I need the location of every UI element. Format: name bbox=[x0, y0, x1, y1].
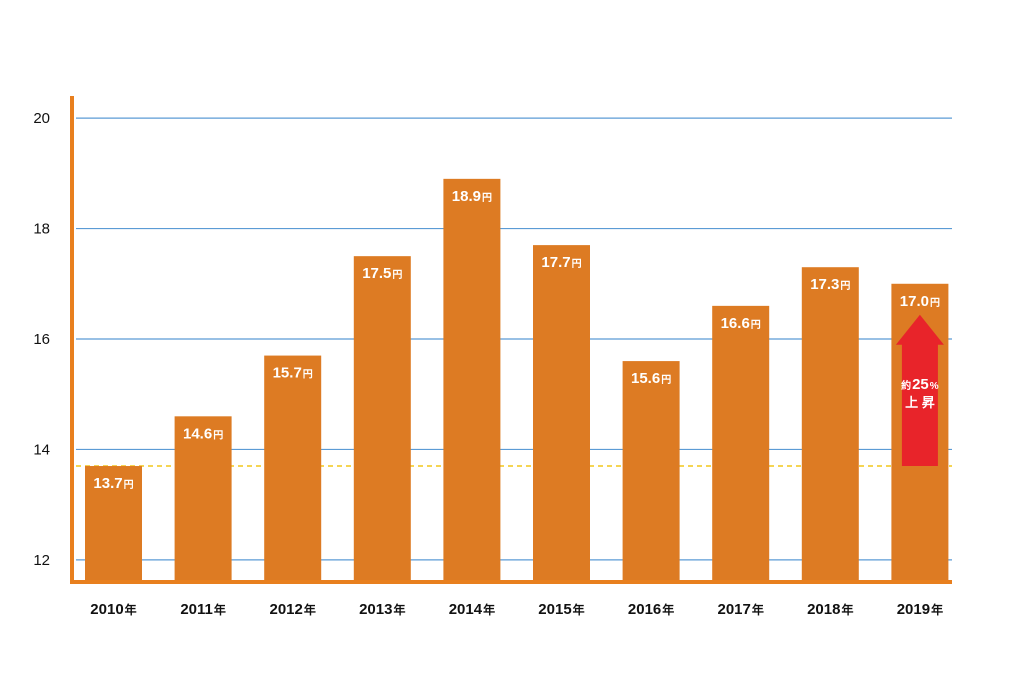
data-label-2019: 17.0円 bbox=[900, 293, 940, 310]
data-label-value: 16.6 bbox=[721, 315, 750, 332]
category-year: 2013 bbox=[359, 601, 392, 618]
category-suffix: 年 bbox=[752, 602, 764, 617]
y-tick-label: 18 bbox=[33, 221, 50, 238]
increase-label: 上 昇 bbox=[905, 395, 935, 410]
bar-2018 bbox=[801, 267, 859, 582]
increase-annotation: 約25% 上 昇 bbox=[895, 314, 944, 467]
category-year: 2016 bbox=[628, 601, 661, 618]
category-labels: 2010年 2011年 2012年 2013年 2014年 2015年 2016年 2017年… bbox=[90, 601, 943, 618]
bar-2016 bbox=[622, 361, 680, 582]
up-arrow-icon bbox=[895, 314, 944, 467]
category-year: 2010 bbox=[90, 601, 123, 618]
data-label-unit: 円 bbox=[303, 369, 313, 381]
category-year: 2012 bbox=[270, 601, 303, 618]
data-label-value: 14.6 bbox=[183, 425, 212, 442]
y-tick-label: 12 bbox=[33, 552, 50, 569]
y-tick-label: 20 bbox=[33, 110, 50, 127]
data-label-unit: 円 bbox=[572, 258, 582, 270]
data-label-2018: 17.3円 bbox=[810, 276, 850, 293]
category-year: 2014 bbox=[449, 601, 483, 618]
y-axis-ticks: 12 14 16 18 20 bbox=[33, 110, 50, 569]
category-label-2015: 2015年 bbox=[538, 601, 584, 618]
increase-number: 25 bbox=[912, 376, 929, 393]
data-label-value: 17.3 bbox=[810, 276, 839, 293]
data-label-unit: 円 bbox=[751, 319, 761, 331]
category-suffix: 年 bbox=[841, 602, 853, 617]
bars bbox=[85, 178, 949, 582]
data-label-value: 17.0 bbox=[900, 293, 929, 310]
y-tick-label: 14 bbox=[33, 441, 50, 458]
category-label-2014: 2014年 bbox=[449, 601, 495, 618]
data-label-unit: 円 bbox=[392, 269, 402, 281]
data-label-2012: 15.7円 bbox=[273, 365, 313, 382]
increase-percent: 約25% bbox=[901, 376, 939, 393]
increase-suffix: % bbox=[930, 381, 939, 392]
bar-2017 bbox=[712, 305, 770, 582]
category-label-2013: 2013年 bbox=[359, 601, 405, 618]
data-label-unit: 円 bbox=[124, 479, 134, 491]
bar-2012 bbox=[264, 355, 322, 582]
category-label-2019: 2019年 bbox=[897, 601, 943, 618]
increase-prefix: 約 bbox=[901, 379, 911, 392]
category-suffix: 年 bbox=[304, 602, 316, 617]
category-label-2017: 2017年 bbox=[718, 601, 764, 618]
data-label-value: 17.7 bbox=[541, 254, 570, 271]
data-label-value: 15.7 bbox=[273, 365, 302, 382]
category-year: 2015 bbox=[538, 601, 571, 618]
category-year: 2017 bbox=[718, 601, 751, 618]
category-suffix: 年 bbox=[662, 602, 674, 617]
category-label-2016: 2016年 bbox=[628, 601, 674, 618]
bar-2013 bbox=[353, 256, 411, 582]
bar-2011 bbox=[174, 416, 232, 582]
category-suffix: 年 bbox=[214, 602, 226, 617]
data-label-2016: 15.6円 bbox=[631, 370, 671, 387]
data-label-2014: 18.9円 bbox=[452, 188, 492, 205]
data-label-value: 15.6 bbox=[631, 370, 660, 387]
bar-2010 bbox=[85, 466, 142, 582]
category-suffix: 年 bbox=[573, 602, 585, 617]
data-labels: 13.7円14.6円15.7円17.5円18.9円17.7円15.6円16.6円… bbox=[93, 188, 940, 492]
bar-2014 bbox=[443, 178, 501, 582]
data-label-value: 17.5 bbox=[362, 265, 391, 282]
data-label-value: 13.7 bbox=[93, 475, 122, 492]
axes bbox=[70, 96, 952, 584]
data-label-value: 18.9 bbox=[452, 188, 481, 205]
category-year: 2019 bbox=[897, 601, 930, 618]
data-label-2017: 16.6円 bbox=[721, 315, 761, 332]
category-label-2012: 2012年 bbox=[270, 601, 316, 618]
bar-2015 bbox=[533, 245, 590, 582]
data-label-unit: 円 bbox=[840, 280, 850, 292]
data-label-2010: 13.7円 bbox=[93, 475, 133, 492]
data-label-2013: 17.5円 bbox=[362, 265, 402, 282]
category-label-2018: 2018年 bbox=[807, 601, 853, 618]
data-label-2015: 17.7円 bbox=[541, 254, 581, 271]
data-label-2011: 14.6円 bbox=[183, 425, 223, 442]
category-label-2010: 2010年 bbox=[90, 601, 136, 618]
category-year: 2018 bbox=[807, 601, 840, 618]
category-suffix: 年 bbox=[931, 602, 943, 617]
y-tick-label: 16 bbox=[33, 331, 50, 348]
data-label-unit: 円 bbox=[482, 192, 492, 204]
category-suffix: 年 bbox=[393, 602, 405, 617]
category-suffix: 年 bbox=[483, 602, 495, 617]
category-label-2011: 2011年 bbox=[180, 601, 226, 618]
data-label-unit: 円 bbox=[213, 429, 223, 441]
category-suffix: 年 bbox=[125, 602, 137, 617]
data-label-unit: 円 bbox=[661, 374, 671, 386]
category-year: 2011 bbox=[180, 601, 213, 618]
data-label-unit: 円 bbox=[930, 297, 940, 309]
